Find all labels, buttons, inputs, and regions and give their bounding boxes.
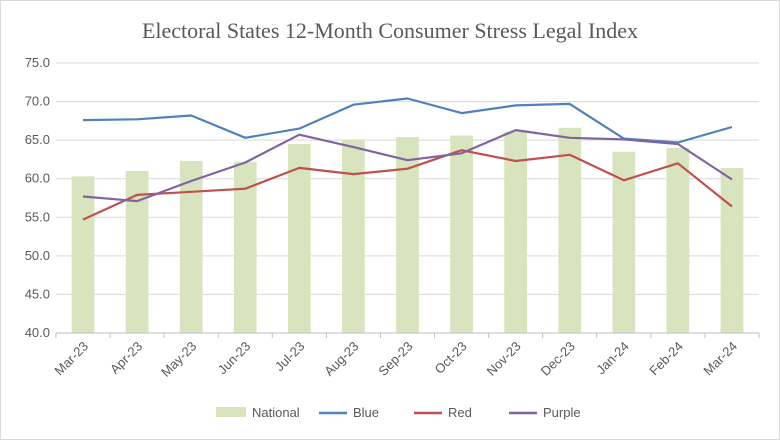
x-tick-label: Mar-24	[700, 339, 740, 379]
bar-national	[287, 144, 311, 333]
y-tick-label: 60.0	[25, 171, 50, 186]
x-tick-label: Oct-23	[432, 339, 470, 377]
line-purple	[82, 129, 733, 203]
bar-national	[558, 127, 582, 333]
y-tick-label: 65.0	[25, 132, 50, 147]
bar-national	[179, 160, 203, 333]
line-blue	[82, 97, 733, 144]
y-tick-label: 70.0	[25, 94, 50, 109]
x-tick-label: Feb-24	[646, 339, 686, 379]
bar-national	[612, 151, 636, 333]
bar-national	[396, 137, 419, 333]
y-tick-label: 45.0	[25, 286, 50, 301]
chart-title: Electoral States 12-Month Consumer Stres…	[142, 18, 638, 43]
bar-national	[450, 135, 473, 333]
y-tick-label: 75.0	[25, 55, 50, 70]
x-tick-label: Sep-23	[375, 339, 415, 379]
line-series-group	[82, 97, 733, 221]
x-tick-label: May-23	[158, 339, 199, 380]
bar-national	[666, 147, 690, 333]
legend-label-blue: Blue	[353, 405, 379, 420]
y-tick-label: 40.0	[25, 325, 50, 340]
x-tick-label: Dec-23	[538, 339, 578, 379]
legend: National Blue Red Purple	[216, 405, 581, 420]
legend-swatch-national	[216, 407, 246, 417]
line-red	[82, 149, 733, 221]
y-tick-label: 55.0	[25, 209, 50, 224]
x-tick-label: Jul-23	[272, 339, 308, 375]
x-tick-label: Jan-24	[593, 339, 632, 378]
bar-national	[504, 131, 528, 333]
x-tick-label: Mar-23	[51, 339, 91, 379]
x-tick-label: Jun-23	[215, 339, 254, 378]
legend-label-red: Red	[448, 405, 472, 420]
bar-national	[720, 167, 744, 333]
bar-national	[342, 139, 365, 333]
y-tick-label: 50.0	[25, 248, 50, 263]
x-tick-label: Nov-23	[484, 339, 524, 379]
x-tick-label: Apr-23	[107, 339, 145, 377]
bar-national	[71, 176, 95, 333]
legend-label-national: National	[252, 405, 300, 420]
bar-national	[233, 161, 257, 333]
x-tick-label: Aug-23	[321, 339, 361, 379]
bar-national	[125, 171, 149, 333]
bar-series	[71, 127, 744, 333]
legend-label-purple: Purple	[543, 405, 581, 420]
